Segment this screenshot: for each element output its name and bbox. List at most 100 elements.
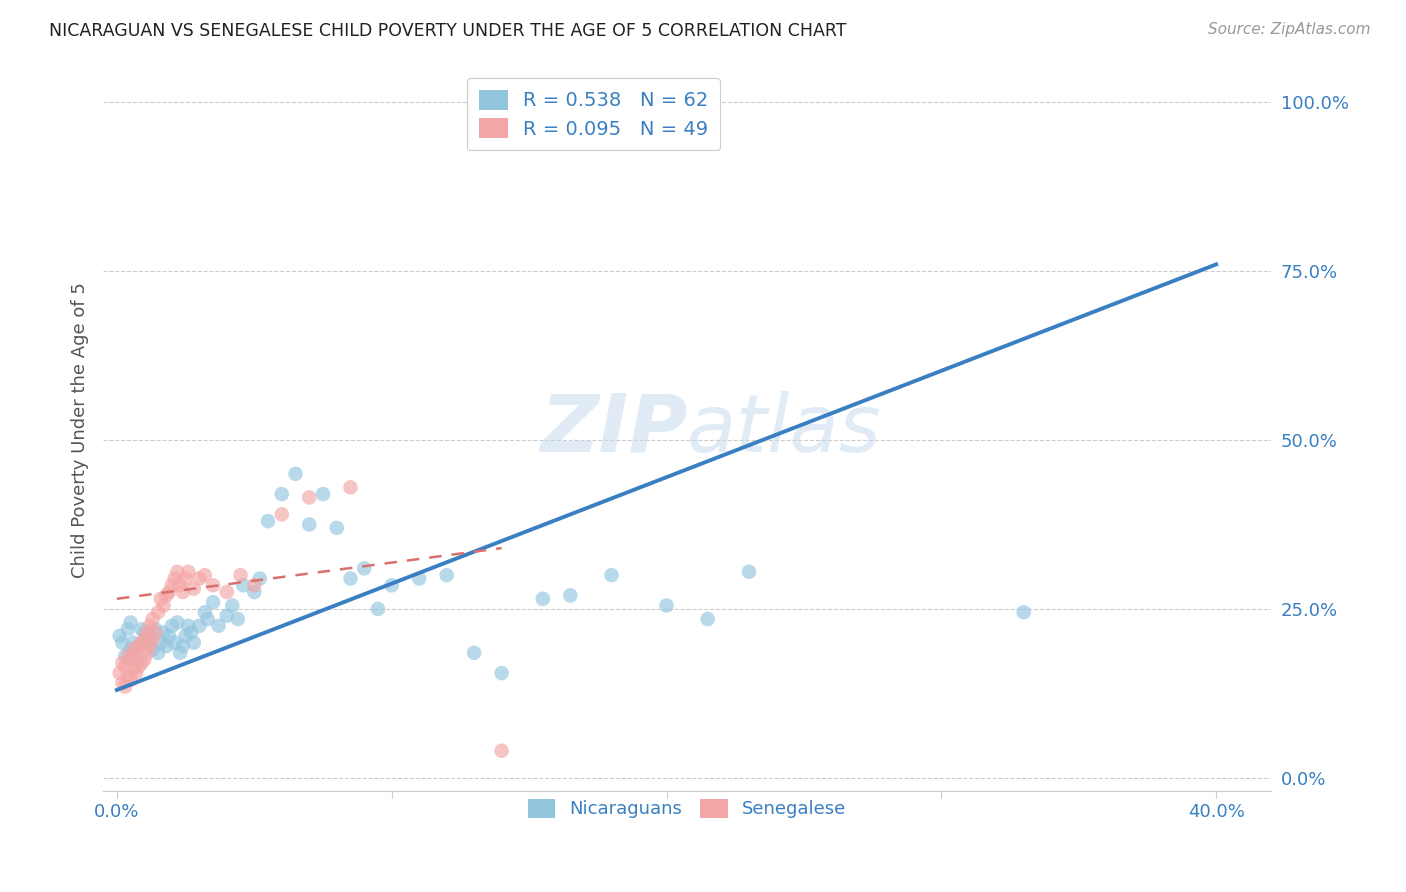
Point (117, 669, 139, 683)
Point (197, 612, 219, 626)
Point (249, 572, 271, 586)
Point (284, 467, 307, 481)
Point (202, 578, 225, 592)
Point (408, 572, 430, 586)
Point (194, 568, 217, 582)
Point (125, 646, 148, 660)
Point (463, 646, 485, 660)
Point (136, 646, 159, 660)
Point (128, 659, 150, 673)
Point (491, 744, 513, 758)
Point (114, 680, 136, 694)
Point (655, 599, 678, 613)
Point (111, 676, 134, 690)
Point (270, 487, 292, 501)
Point (188, 572, 211, 586)
Y-axis label: Child Poverty Under the Age of 5: Child Poverty Under the Age of 5 (72, 282, 89, 578)
Point (298, 491, 321, 505)
Point (142, 642, 165, 657)
Point (560, 588, 582, 602)
Point (325, 521, 347, 535)
Point (166, 565, 188, 579)
Point (232, 578, 254, 592)
Point (174, 629, 197, 643)
Point (157, 585, 180, 599)
Point (339, 572, 361, 586)
Point (243, 585, 266, 599)
Point (134, 625, 156, 640)
Point (270, 508, 292, 522)
Point (125, 666, 148, 681)
Point (131, 636, 153, 650)
Point (381, 578, 404, 592)
Point (696, 612, 718, 626)
Point (139, 632, 162, 647)
Point (600, 568, 623, 582)
Point (226, 612, 249, 626)
Point (215, 608, 238, 623)
Point (122, 663, 145, 677)
Point (139, 639, 162, 653)
Point (531, 591, 554, 606)
Point (353, 561, 375, 575)
Point (146, 605, 169, 619)
Point (229, 568, 252, 582)
Point (188, 619, 211, 633)
Point (257, 514, 280, 528)
Point (194, 605, 217, 619)
Point (172, 639, 194, 653)
Point (136, 629, 159, 643)
Point (166, 615, 188, 630)
Point (122, 636, 145, 650)
Text: atlas: atlas (688, 391, 882, 469)
Point (339, 480, 361, 494)
Point (120, 615, 142, 630)
Point (160, 619, 183, 633)
Point (120, 642, 142, 657)
Point (183, 636, 205, 650)
Point (139, 619, 162, 633)
Text: NICARAGUAN VS SENEGALESE CHILD POVERTY UNDER THE AGE OF 5 CORRELATION CHART: NICARAGUAN VS SENEGALESE CHILD POVERTY U… (49, 22, 846, 40)
Point (177, 565, 200, 579)
Point (312, 487, 335, 501)
Point (207, 619, 229, 633)
Point (221, 599, 243, 613)
Point (155, 639, 177, 653)
Point (142, 612, 165, 626)
Point (436, 568, 458, 582)
Point (174, 572, 197, 586)
Point (131, 656, 153, 670)
Point (367, 602, 389, 616)
Point (169, 578, 191, 592)
Point (122, 642, 145, 657)
Point (143, 622, 166, 636)
Point (491, 666, 513, 681)
Point (131, 622, 153, 636)
Point (157, 629, 180, 643)
Point (114, 659, 136, 673)
Point (172, 585, 194, 599)
Legend: Nicaraguans, Senegalese: Nicaraguans, Senegalese (520, 792, 853, 826)
Point (108, 629, 131, 643)
Point (136, 625, 159, 640)
Point (111, 636, 134, 650)
Point (125, 652, 148, 666)
Point (117, 622, 139, 636)
Point (111, 656, 134, 670)
Point (134, 652, 156, 666)
Point (160, 578, 183, 592)
Point (128, 639, 150, 653)
Point (149, 591, 172, 606)
Point (243, 578, 266, 592)
Text: ZIP: ZIP (540, 391, 688, 469)
Point (738, 565, 761, 579)
Point (152, 599, 174, 613)
Point (108, 666, 131, 681)
Point (298, 517, 321, 532)
Point (169, 646, 191, 660)
Point (120, 673, 142, 687)
Point (143, 625, 166, 640)
Point (152, 625, 174, 640)
Point (180, 625, 202, 640)
Point (1012, 605, 1035, 619)
